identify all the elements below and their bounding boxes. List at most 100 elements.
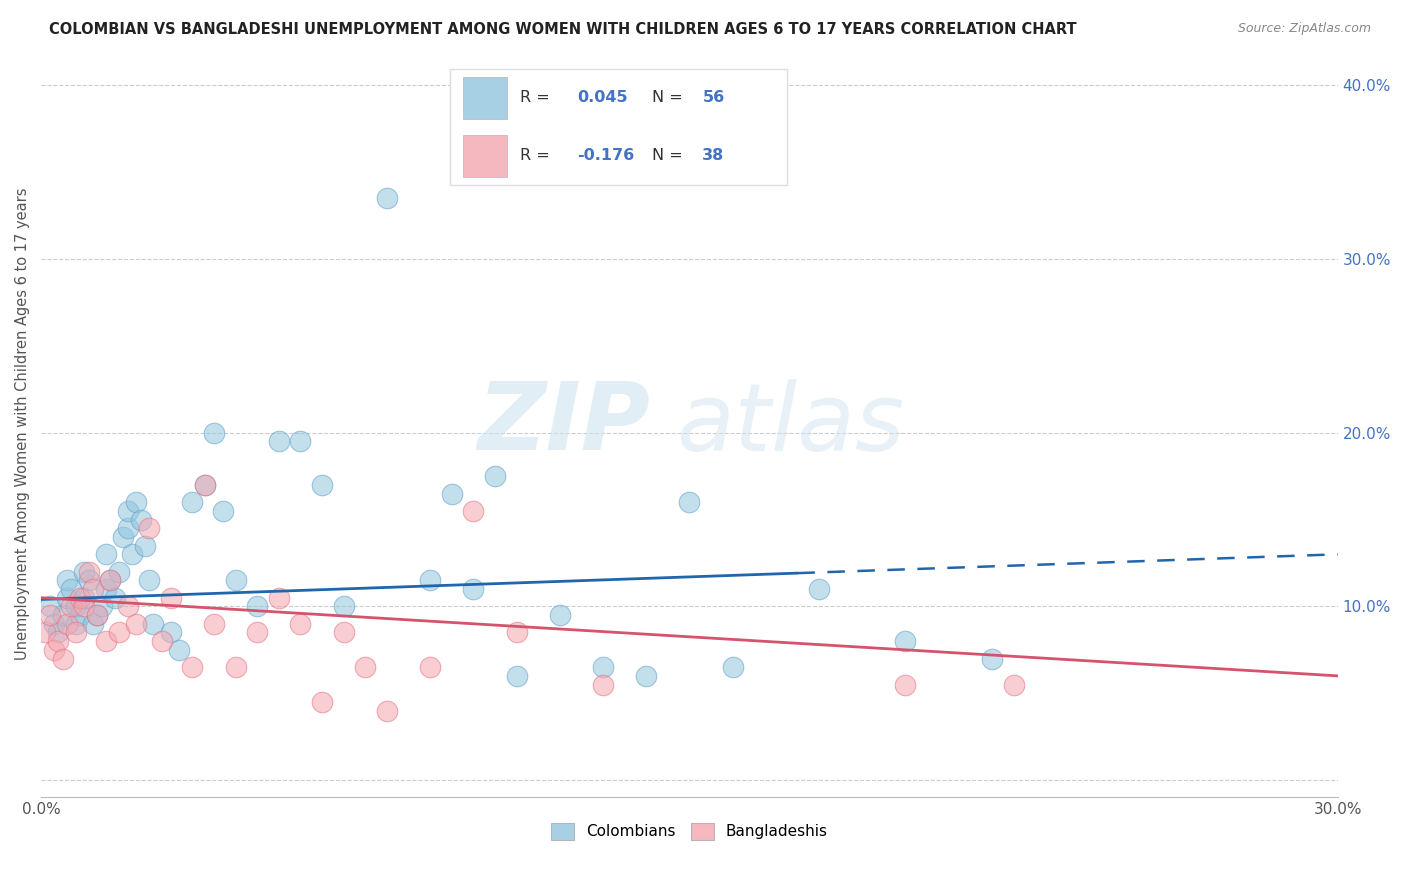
Point — [142, 616, 165, 631]
Point — [211, 504, 233, 518]
Point — [94, 582, 117, 596]
Point — [117, 504, 139, 518]
Point — [246, 625, 269, 640]
Point — [48, 634, 70, 648]
Point — [181, 495, 204, 509]
Point — [125, 616, 148, 631]
Point — [94, 634, 117, 648]
Point — [52, 651, 75, 665]
Point — [73, 599, 96, 614]
Point — [548, 608, 571, 623]
Point — [505, 625, 527, 640]
Point — [82, 582, 104, 596]
Point — [311, 478, 333, 492]
Point — [592, 660, 614, 674]
Point — [311, 695, 333, 709]
Point — [484, 469, 506, 483]
Point — [52, 608, 75, 623]
Point — [419, 660, 441, 674]
Point — [65, 599, 87, 614]
Point — [194, 478, 217, 492]
Point — [202, 616, 225, 631]
Point — [42, 616, 65, 631]
Point — [90, 599, 112, 614]
Point — [60, 599, 83, 614]
Point — [169, 643, 191, 657]
Point — [894, 634, 917, 648]
Point — [419, 574, 441, 588]
Y-axis label: Unemployment Among Women with Children Ages 6 to 17 years: Unemployment Among Women with Children A… — [15, 188, 30, 660]
Point — [225, 574, 247, 588]
Point — [121, 547, 143, 561]
Point — [117, 599, 139, 614]
Point — [112, 530, 135, 544]
Legend: Colombians, Bangladeshis: Colombians, Bangladeshis — [544, 817, 834, 846]
Point — [202, 425, 225, 440]
Point — [77, 565, 100, 579]
Point — [65, 625, 87, 640]
Point — [194, 478, 217, 492]
Point — [440, 486, 463, 500]
Point — [82, 616, 104, 631]
Point — [290, 616, 312, 631]
Point — [267, 434, 290, 449]
Point — [129, 512, 152, 526]
Point — [505, 669, 527, 683]
Point — [678, 495, 700, 509]
Point — [60, 582, 83, 596]
Text: COLOMBIAN VS BANGLADESHI UNEMPLOYMENT AMONG WOMEN WITH CHILDREN AGES 6 TO 17 YEA: COLOMBIAN VS BANGLADESHI UNEMPLOYMENT AM… — [49, 22, 1077, 37]
Point — [134, 539, 156, 553]
Point — [181, 660, 204, 674]
Point — [56, 574, 79, 588]
Point — [48, 625, 70, 640]
Point — [246, 599, 269, 614]
Point — [463, 504, 485, 518]
Point — [86, 608, 108, 623]
Point — [138, 574, 160, 588]
Point — [375, 191, 398, 205]
Point — [375, 704, 398, 718]
Text: ZIP: ZIP — [478, 378, 651, 470]
Point — [73, 591, 96, 605]
Text: Source: ZipAtlas.com: Source: ZipAtlas.com — [1237, 22, 1371, 36]
Point — [894, 677, 917, 691]
Point — [38, 608, 60, 623]
Point — [98, 574, 121, 588]
Point — [138, 521, 160, 535]
Point — [103, 591, 125, 605]
Point — [721, 660, 744, 674]
Point — [592, 677, 614, 691]
Point — [98, 574, 121, 588]
Point — [125, 495, 148, 509]
Point — [69, 608, 91, 623]
Point — [150, 634, 173, 648]
Point — [117, 521, 139, 535]
Point — [38, 599, 60, 614]
Point — [290, 434, 312, 449]
Point — [34, 625, 56, 640]
Point — [267, 591, 290, 605]
Point — [86, 608, 108, 623]
Point — [1002, 677, 1025, 691]
Point — [108, 625, 131, 640]
Point — [332, 625, 354, 640]
Point — [980, 651, 1002, 665]
Point — [56, 616, 79, 631]
Point — [808, 582, 831, 596]
Point — [159, 625, 181, 640]
Point — [42, 643, 65, 657]
Point — [94, 547, 117, 561]
Point — [73, 565, 96, 579]
Point — [636, 669, 658, 683]
Point — [108, 565, 131, 579]
Point — [463, 582, 485, 596]
Point — [56, 591, 79, 605]
Point — [354, 660, 377, 674]
Point — [332, 599, 354, 614]
Point — [159, 591, 181, 605]
Text: atlas: atlas — [676, 378, 904, 469]
Point — [69, 591, 91, 605]
Point — [77, 574, 100, 588]
Point — [65, 616, 87, 631]
Point — [225, 660, 247, 674]
